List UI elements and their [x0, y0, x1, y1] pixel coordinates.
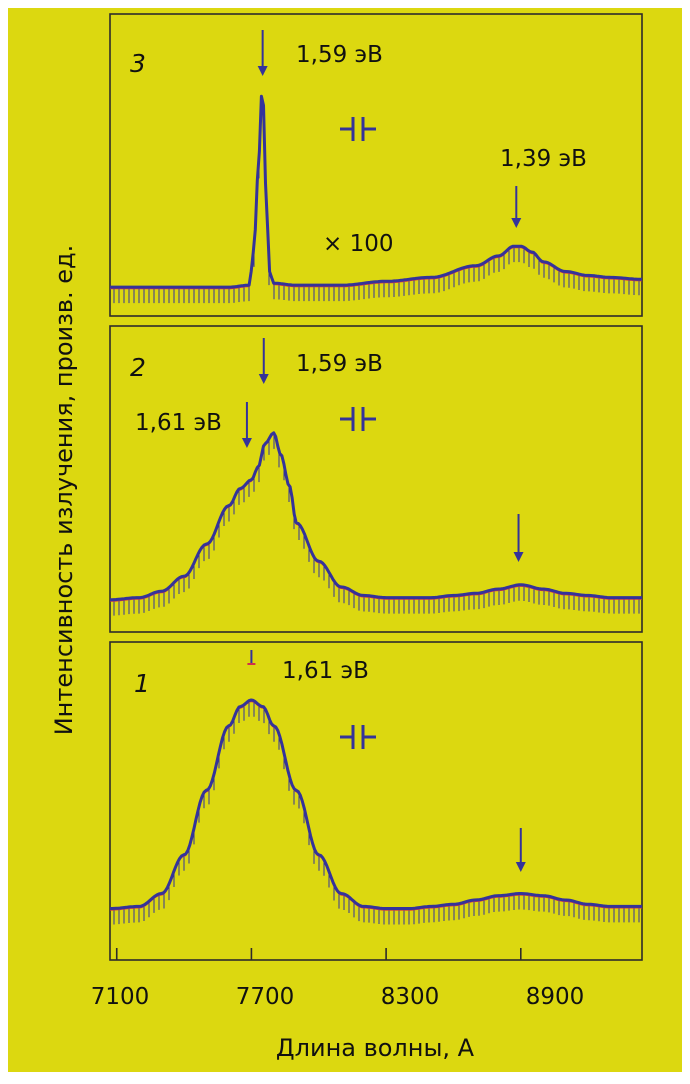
capacitor-icon-panel-3 [340, 117, 376, 141]
annotation-x100-panel-3: × 100 [323, 231, 393, 257]
arrow-head [241, 438, 252, 448]
panel-frame-3 [109, 13, 643, 317]
curve-hatching-panel-3 [113, 108, 640, 304]
arrow-head [257, 66, 268, 76]
curve-panel-2 [110, 431, 642, 602]
curve-hatching-panel-2 [113, 432, 640, 616]
panel-frames [109, 13, 643, 961]
arrow-panel-1-minor [515, 828, 526, 872]
x-tick-label-8300: 8300 [381, 984, 440, 1010]
annotation-1-59-ev-panel-3: 1,59 эВ [296, 42, 383, 68]
x-axis-title: Длина волны, А [276, 1034, 475, 1062]
annotation-1-59-ev-panel-2: 1,59 эВ [296, 351, 383, 377]
arrow-panel-1-peak [247, 650, 256, 665]
arrow-panel-2-minor [513, 514, 524, 562]
arrow-panel-3-peak [257, 30, 268, 76]
arrow-marks [241, 30, 526, 872]
arrow-panel-3-minor [511, 186, 522, 228]
x-tick-label-7100: 7100 [91, 984, 150, 1010]
annotation-1-61-ev-panel-2: 1,61 эВ [135, 410, 222, 436]
arrow-panel-2-shoulder [241, 402, 252, 448]
panel-frame-2 [109, 325, 643, 633]
arrow-head [515, 862, 526, 872]
curve-panel-3 [110, 94, 642, 289]
arrow-head [513, 552, 524, 562]
x-tick-label-8900: 8900 [526, 984, 585, 1010]
y-axis-title: Интенсивность излучения, произв. ед. [50, 245, 78, 736]
panel-label-3: 3 [130, 49, 146, 78]
arrow-head [258, 374, 269, 384]
curves [110, 94, 642, 925]
panel-frame-1 [109, 641, 643, 961]
panel-label-1: 1 [134, 669, 150, 698]
annotation-1-61-ev-panel-1: 1,61 эВ [282, 658, 369, 684]
arrow-panel-2-peak [258, 338, 269, 384]
curve-panel-1 [110, 698, 642, 910]
annotation-1-39-ev-panel-3: 1,39 эВ [500, 146, 587, 172]
arrow-head [511, 218, 522, 228]
x-tick-label-7700: 7700 [236, 984, 295, 1010]
capacitor-icon-panel-1 [340, 725, 376, 749]
panel-label-2: 2 [130, 353, 146, 382]
capacitor-icon-panel-2 [340, 407, 376, 431]
